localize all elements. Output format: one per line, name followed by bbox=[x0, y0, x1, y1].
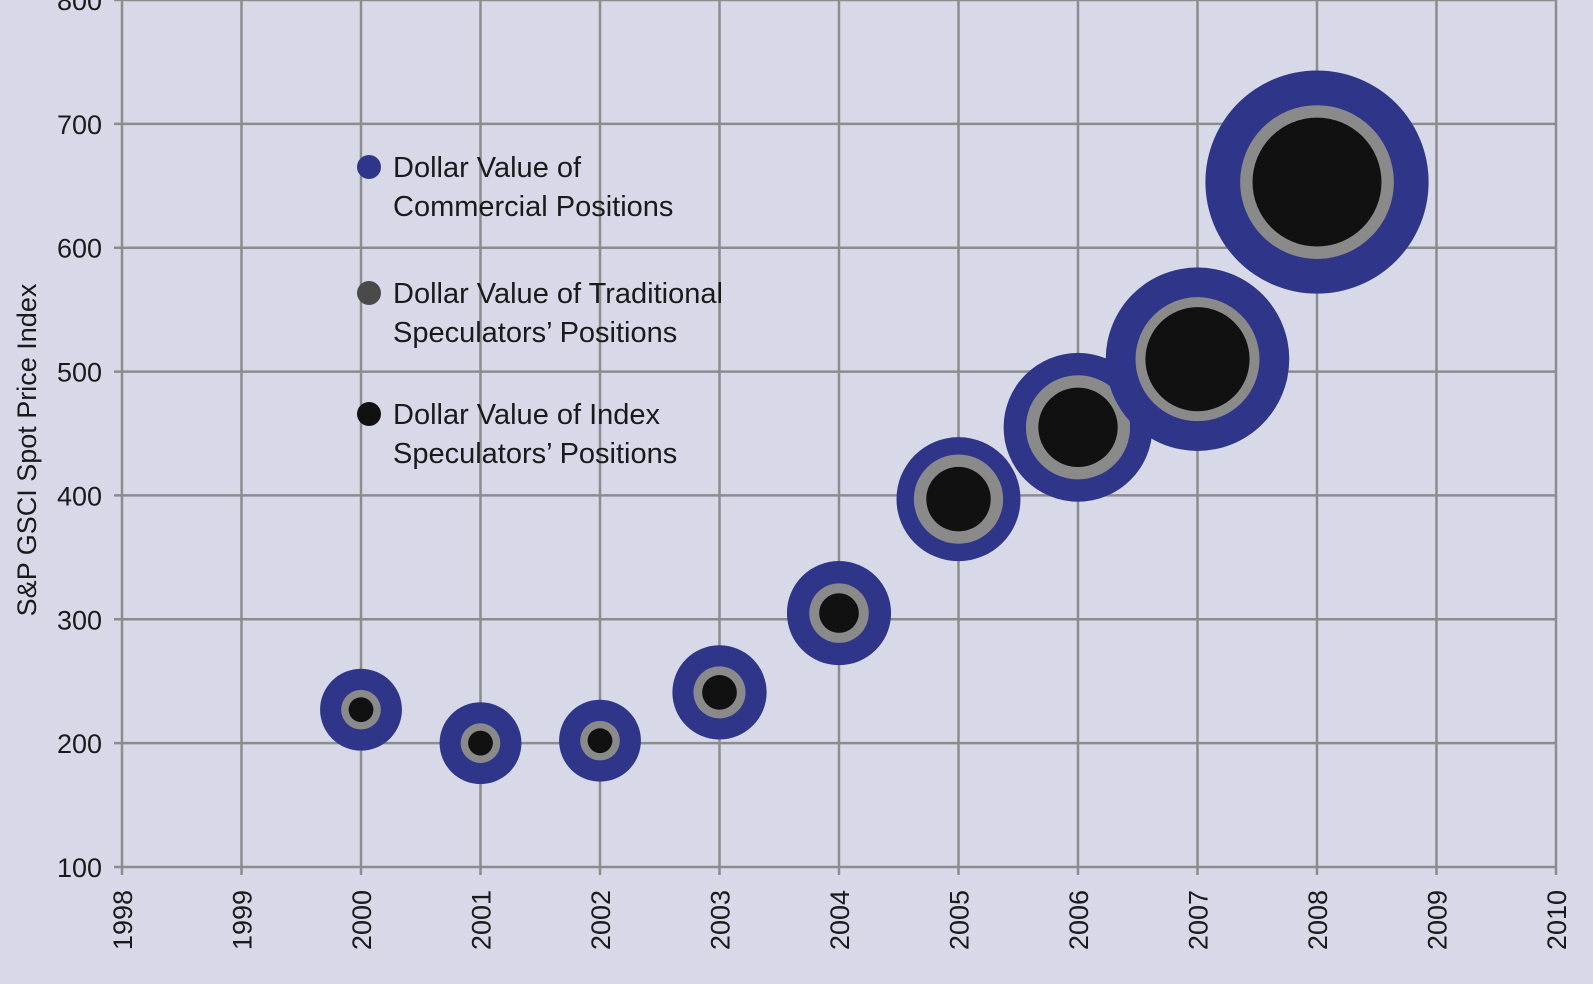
y-tick-label: 700 bbox=[57, 110, 102, 140]
bubble-ring-3 bbox=[587, 728, 613, 754]
y-axis-ticks: 100 200 300 400 500 600 700 800 bbox=[57, 0, 102, 883]
y-tick-label: 300 bbox=[57, 605, 102, 635]
y-tick-label: 200 bbox=[57, 729, 102, 759]
bubbles bbox=[320, 70, 1429, 785]
bubble-2000 bbox=[320, 668, 402, 751]
legend-label: Commercial Positions bbox=[393, 191, 673, 223]
y-tick-label: 500 bbox=[57, 358, 102, 388]
bubble-ring-3 bbox=[926, 466, 991, 532]
bubble-2007 bbox=[1105, 267, 1290, 451]
x-axis-ticks: 1998 1999 2000 2001 2002 2003 2004 2005 2006 2007… bbox=[108, 890, 1572, 950]
y-tick-label: 100 bbox=[57, 853, 102, 883]
bubble-ring-3 bbox=[468, 730, 493, 756]
x-tick-label: 2010 bbox=[1542, 890, 1572, 950]
bubble-ring-3 bbox=[1252, 117, 1382, 247]
x-tick-label: 1998 bbox=[108, 890, 138, 950]
x-tick-label: 2003 bbox=[706, 890, 736, 950]
y-tick-label: 400 bbox=[57, 481, 102, 511]
legend-label: Dollar Value of Index bbox=[393, 399, 661, 431]
x-tick-label: 2007 bbox=[1184, 890, 1214, 950]
bubble-ring-3 bbox=[1145, 307, 1250, 412]
bubble-2006 bbox=[1003, 352, 1153, 502]
bubble-2002 bbox=[559, 699, 641, 782]
legend-label: Dollar Value of Traditional bbox=[393, 278, 723, 310]
x-tick-label: 2006 bbox=[1064, 890, 1094, 950]
x-tick-label: 2002 bbox=[586, 890, 616, 950]
bubble-ring-3 bbox=[819, 593, 859, 633]
bubble-2008 bbox=[1205, 70, 1429, 294]
y-tick-label: 800 bbox=[57, 0, 102, 16]
x-tick-label: 2009 bbox=[1423, 890, 1453, 950]
legend-label: Speculators’ Positions bbox=[393, 438, 677, 470]
legend-label: Speculators’ Positions bbox=[393, 317, 677, 349]
legend-marker bbox=[357, 281, 381, 305]
legend-marker bbox=[357, 402, 381, 426]
legend-item-3: Dollar Value of Index Speculators’ Positi… bbox=[357, 399, 677, 470]
legend-item-1: Dollar Value of Commercial Positions bbox=[357, 152, 673, 223]
bubble-2005 bbox=[896, 437, 1021, 562]
x-tick-label: 1999 bbox=[228, 890, 258, 950]
bubble-2004 bbox=[786, 561, 892, 666]
legend-item-2: Dollar Value of Traditional Speculators’ … bbox=[357, 278, 723, 349]
x-tick-label: 2005 bbox=[945, 890, 975, 950]
legend-marker bbox=[357, 155, 381, 179]
bubble-ring-3 bbox=[1038, 387, 1118, 467]
y-axis-label: S&P GSCI Spot Price Index bbox=[12, 283, 42, 616]
legend-label: Dollar Value of bbox=[393, 152, 582, 184]
x-tick-label: 2004 bbox=[825, 890, 855, 950]
bubble-ring-3 bbox=[702, 675, 737, 710]
bubble-ring-3 bbox=[348, 697, 374, 723]
x-tick-label: 2001 bbox=[467, 890, 497, 950]
bubble-2001 bbox=[439, 702, 522, 785]
bubble-2003 bbox=[672, 645, 767, 740]
x-tick-label: 2008 bbox=[1303, 890, 1333, 950]
y-tick-label: 600 bbox=[57, 234, 102, 264]
x-tick-label: 2000 bbox=[347, 890, 377, 950]
